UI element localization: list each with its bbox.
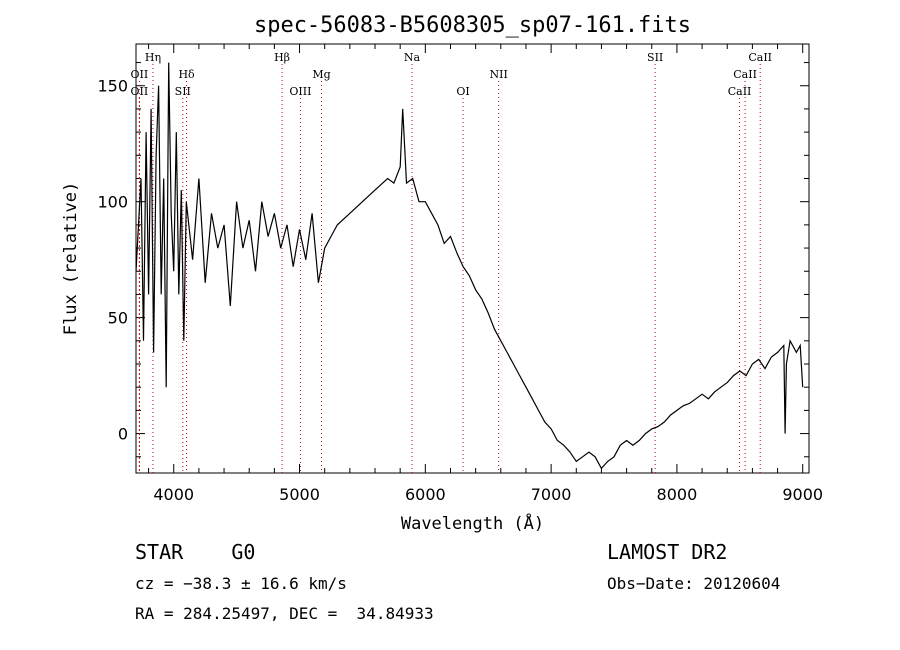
- spectral-line-label: OII: [131, 68, 149, 81]
- spectral-line-label: Hη: [145, 51, 161, 64]
- spectral-line-label: NII: [490, 68, 508, 81]
- spectral-line-label: OII: [131, 85, 149, 98]
- coordinates-readout: RA = 284.25497, DEC = 34.84933: [135, 604, 434, 623]
- survey-name: LAMOST DR2: [607, 540, 728, 564]
- spectral-line-label: OI: [456, 85, 469, 98]
- y-tick-label: 0: [118, 425, 128, 444]
- object-class: STAR G0: [135, 540, 256, 564]
- x-tick-label: 4000: [153, 485, 194, 504]
- spectral-line-label: Na: [404, 51, 421, 64]
- spectral-line-label: SII: [647, 51, 663, 64]
- spectral-line-label: SII: [175, 85, 191, 98]
- spectral-line-label: Hβ: [274, 51, 290, 64]
- x-axis-label: Wavelength (Å): [401, 512, 544, 534]
- redshift-readout: cz = −38.3 ± 16.6 km/s: [135, 574, 347, 593]
- y-tick-label: 150: [97, 77, 128, 96]
- spectral-line-label: OIII: [289, 85, 311, 98]
- x-tick-label: 6000: [405, 485, 446, 504]
- y-tick-label: 100: [97, 193, 128, 212]
- spectrum-chart: spec-56083-B5608305_sp07-161.fits Wavelen…: [61, 13, 823, 534]
- y-axis-label: Flux (relative): [61, 182, 81, 336]
- spectral-line-label: CaII: [728, 85, 752, 98]
- observation-date: Obs−Date: 20120604: [607, 574, 781, 593]
- x-tick-label: 7000: [531, 485, 572, 504]
- spectral-line-label: CaII: [748, 51, 772, 64]
- spectral-line-label: CaII: [733, 68, 757, 81]
- plot-frame: [135, 43, 810, 474]
- chart-title: spec-56083-B5608305_sp07-161.fits: [254, 13, 691, 38]
- spectrum-line: [136, 62, 804, 470]
- x-tick-label: 8000: [657, 485, 698, 504]
- x-tick-label: 5000: [279, 485, 320, 504]
- x-tick-label: 9000: [782, 485, 823, 504]
- y-tick-label: 50: [108, 309, 128, 328]
- spectral-line-label: Mg: [312, 68, 330, 81]
- spectral-line-label: Hδ: [178, 68, 195, 81]
